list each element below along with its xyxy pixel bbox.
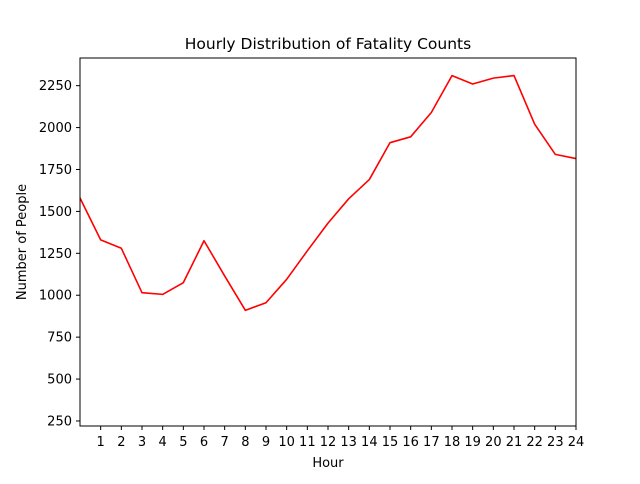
y-tick-label: 1750: [39, 163, 72, 178]
x-tick-label: 18: [444, 435, 461, 450]
y-axis-ticks: 250 500 750 1000 1250 1500 1750 2000 2250: [39, 79, 80, 429]
x-tick-label: 22: [526, 435, 543, 450]
x-tick-label: 11: [299, 435, 316, 450]
y-tick-label: 500: [47, 373, 72, 388]
x-tick-label: 8: [241, 435, 249, 450]
plot-frame: [79, 57, 577, 427]
x-tick-label: 14: [361, 435, 378, 450]
x-tick-label: 24: [568, 435, 585, 450]
y-tick-label: 1500: [39, 205, 72, 220]
x-tick-label: 20: [485, 435, 502, 450]
plot-lines: [79, 74, 577, 312]
x-tick-label: 3: [138, 435, 146, 450]
y-tick-label: 750: [47, 331, 72, 346]
x-tick-label: 4: [159, 435, 167, 450]
x-tick-label: 7: [221, 435, 229, 450]
y-tick-label: 1000: [39, 289, 72, 304]
x-tick-label: 2: [117, 435, 125, 450]
x-tick-label: 9: [262, 435, 270, 450]
x-tick-label: 23: [547, 435, 564, 450]
x-tick-label: 15: [382, 435, 399, 450]
x-axis-label: Hour: [312, 456, 344, 471]
x-tick-label: 10: [278, 435, 295, 450]
y-tick-label: 2000: [39, 121, 72, 136]
x-tick-label: 21: [506, 435, 523, 450]
x-tick-label: 17: [423, 435, 440, 450]
y-tick-label: 250: [47, 414, 72, 429]
series-line-0: [79, 74, 577, 312]
x-tick-label: 5: [179, 435, 187, 450]
chart-title: Hourly Distribution of Fatality Counts: [185, 35, 471, 53]
x-tick-label: 1: [97, 435, 105, 450]
y-tick-label: 2250: [39, 79, 72, 94]
x-axis-ticks: 1 2 3 4 5 6 7 8 9 10 11 12 13 14 15 16 17 18 19 20 21 22 23 24: [97, 426, 585, 450]
x-tick-label: 19: [464, 435, 481, 450]
x-tick-label: 6: [200, 435, 208, 450]
x-tick-label: 12: [320, 435, 337, 450]
x-tick-label: 16: [402, 435, 419, 450]
y-tick-label: 1250: [39, 247, 72, 262]
y-axis-label: Number of People: [15, 184, 30, 300]
x-tick-label: 13: [340, 435, 357, 450]
